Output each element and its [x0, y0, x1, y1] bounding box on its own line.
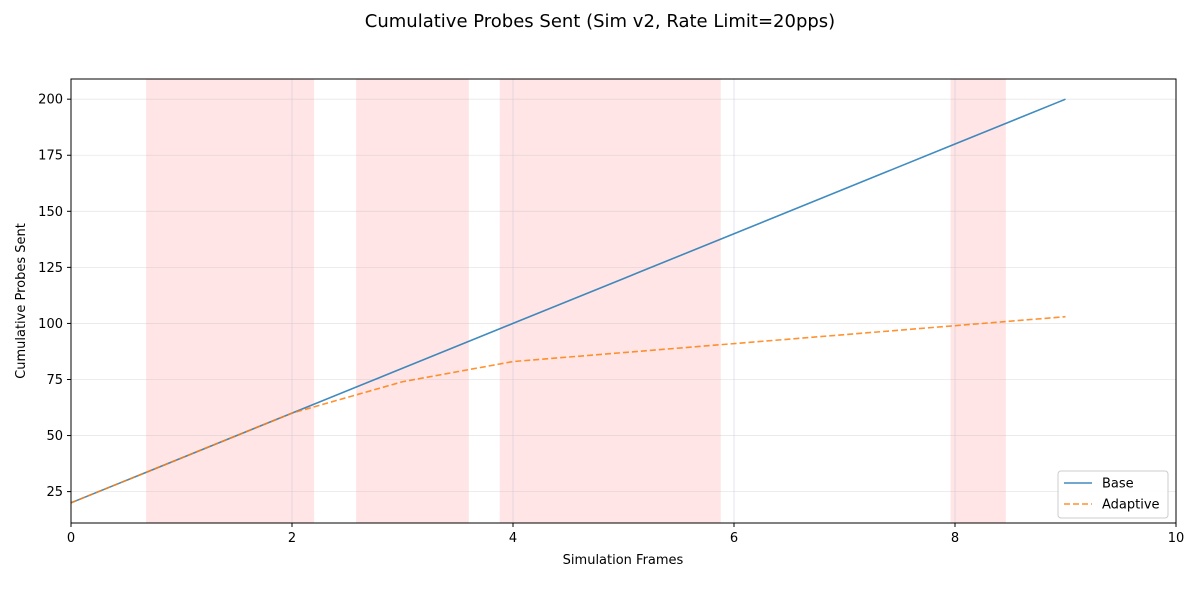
series-lines: [70, 98, 1066, 504]
vertical-markers: [291, 79, 956, 523]
y-tick-label: 200: [38, 93, 63, 108]
x-tick-label: 10: [1168, 531, 1185, 546]
y-axis-label: Cumulative Probes Sent: [14, 223, 29, 379]
y-tick-label: 150: [38, 205, 63, 220]
y-tick-label: 50: [46, 429, 63, 444]
x-tick-label: 6: [730, 531, 738, 546]
y-tick-label: 75: [46, 373, 63, 388]
x-axis-label: Simulation Frames: [563, 553, 684, 568]
x-tick-label: 8: [951, 531, 959, 546]
series-line-base: [70, 98, 1066, 504]
grid-lines: [71, 98, 1176, 493]
shaded-regions: [146, 79, 1006, 523]
shaded-region-3: [950, 79, 1006, 523]
y-ticks: 25 50 75 100 125 150 175 200: [38, 93, 71, 500]
axes: [70, 78, 1177, 524]
x-tick-label: 2: [288, 531, 296, 546]
x-ticks: 0 2 4 6 8 10: [67, 523, 1184, 546]
y-tick-label: 25: [46, 485, 63, 500]
legend: Base Adaptive: [1057, 470, 1169, 519]
shaded-region-2: [499, 79, 721, 523]
shaded-region-1: [356, 79, 469, 523]
x-tick-label: 4: [509, 531, 517, 546]
y-tick-label: 125: [38, 261, 63, 276]
legend-label: Base: [1102, 477, 1134, 492]
y-tick-label: 175: [38, 149, 63, 164]
legend-label: Adaptive: [1102, 498, 1160, 513]
chart-title: Cumulative Probes Sent (Sim v2, Rate Lim…: [365, 11, 835, 32]
y-tick-label: 100: [38, 317, 63, 332]
x-tick-label: 0: [67, 531, 75, 546]
shaded-region-0: [146, 79, 315, 523]
axes-frame: [70, 78, 1177, 524]
